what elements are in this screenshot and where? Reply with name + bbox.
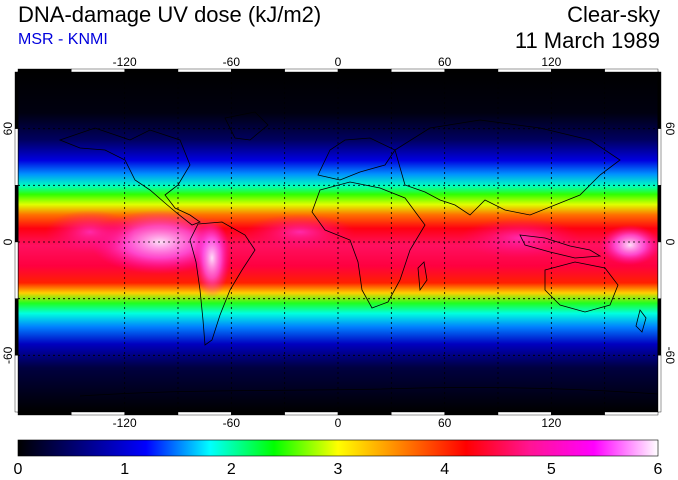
border-band-bottom	[497, 411, 552, 416]
border-band-top	[124, 68, 179, 73]
border-band-bottom	[551, 411, 605, 416]
border-band-top	[177, 68, 232, 73]
border-band-top	[71, 68, 125, 73]
coastline-greenland	[224, 111, 269, 141]
map-subtitle: MSR - KNMI	[18, 31, 108, 48]
coastline-indonesia	[519, 234, 602, 259]
lon-label-bottom: 60	[438, 416, 452, 430]
border-band-left	[14, 185, 19, 243]
lat-label-right: 0	[663, 239, 677, 246]
colorbar	[17, 439, 659, 457]
coastline-new-zealand	[635, 309, 647, 333]
map-border-scale	[14, 68, 662, 416]
coastline-south-america	[189, 221, 256, 346]
border-band-top	[17, 68, 72, 73]
border-band-bottom	[17, 411, 72, 416]
border-band-left	[14, 128, 19, 186]
coastline-australia	[544, 261, 619, 313]
graticule	[18, 72, 658, 412]
lon-label-bottom: -60	[223, 416, 241, 430]
border-band-right	[657, 128, 662, 186]
latitude-labels-left: 60 0 -60	[1, 122, 15, 364]
lat-label-left: 60	[1, 122, 15, 136]
border-band-right	[657, 241, 662, 299]
lat-label-left: 0	[1, 238, 15, 245]
colorbar-label: 3	[334, 461, 343, 478]
longitude-labels-top: -120 -60 0 60 120	[113, 55, 562, 69]
border-band-top	[284, 68, 339, 73]
latitude-labels-right: 60 0 -60	[663, 122, 677, 364]
border-band-top	[337, 68, 392, 73]
colorbar-label: 4	[440, 461, 449, 478]
border-band-top	[444, 68, 499, 73]
lon-label-bottom: 0	[335, 416, 342, 430]
sky-condition-label: Clear-sky	[567, 2, 660, 27]
colorbar-label: 2	[227, 461, 236, 478]
border-band-top	[497, 68, 552, 73]
lon-label-bottom: 120	[541, 416, 561, 430]
border-band-bottom	[177, 411, 232, 416]
lat-label-right: -60	[663, 347, 677, 365]
border-band-left	[14, 71, 19, 129]
colorbar-label: 5	[547, 461, 556, 478]
longitude-labels-bottom: -120 -60 0 60 120	[113, 416, 562, 430]
colorbar-label: 0	[14, 461, 23, 478]
border-band-bottom	[231, 411, 285, 416]
border-band-top	[231, 68, 285, 73]
lon-label-bottom: -120	[113, 416, 137, 430]
coastline-antarctica	[79, 387, 659, 397]
date-label: 11 March 1989	[514, 28, 660, 53]
coastline-north-america	[58, 127, 201, 226]
border-band-left	[14, 298, 19, 356]
lon-label-top: -60	[223, 55, 241, 69]
border-band-bottom	[391, 411, 445, 416]
border-band-bottom	[604, 411, 659, 416]
lon-label-top: 0	[335, 55, 342, 69]
border-band-top	[604, 68, 659, 73]
lat-label-right: 60	[663, 122, 677, 136]
border-band-right	[657, 71, 662, 129]
lon-label-top: 60	[438, 55, 452, 69]
border-band-bottom	[71, 411, 125, 416]
border-band-right	[657, 298, 662, 356]
border-band-top	[551, 68, 605, 73]
border-band-bottom	[444, 411, 499, 416]
colorbar-labels: 0 1 2 3 4 5 6	[14, 461, 663, 478]
border-band-left	[14, 355, 19, 413]
coastlines	[58, 111, 659, 397]
border-band-top	[391, 68, 445, 73]
colorbar-label: 6	[654, 461, 663, 478]
coastline-africa	[311, 181, 426, 309]
border-band-right	[657, 185, 662, 243]
border-band-left	[14, 241, 19, 299]
coastline-asia	[394, 119, 621, 216]
border-band-bottom	[284, 411, 339, 416]
border-band-right	[657, 355, 662, 413]
map-title: DNA-damage UV dose (kJ/m2)	[18, 2, 322, 27]
border-band-bottom	[337, 411, 392, 416]
lat-label-left: -60	[1, 346, 15, 364]
colorbar-label: 1	[120, 461, 129, 478]
lon-label-top: -120	[113, 55, 137, 69]
lon-label-top: 120	[541, 55, 561, 69]
border-band-bottom	[124, 411, 179, 416]
coastline-madagascar	[417, 261, 428, 292]
